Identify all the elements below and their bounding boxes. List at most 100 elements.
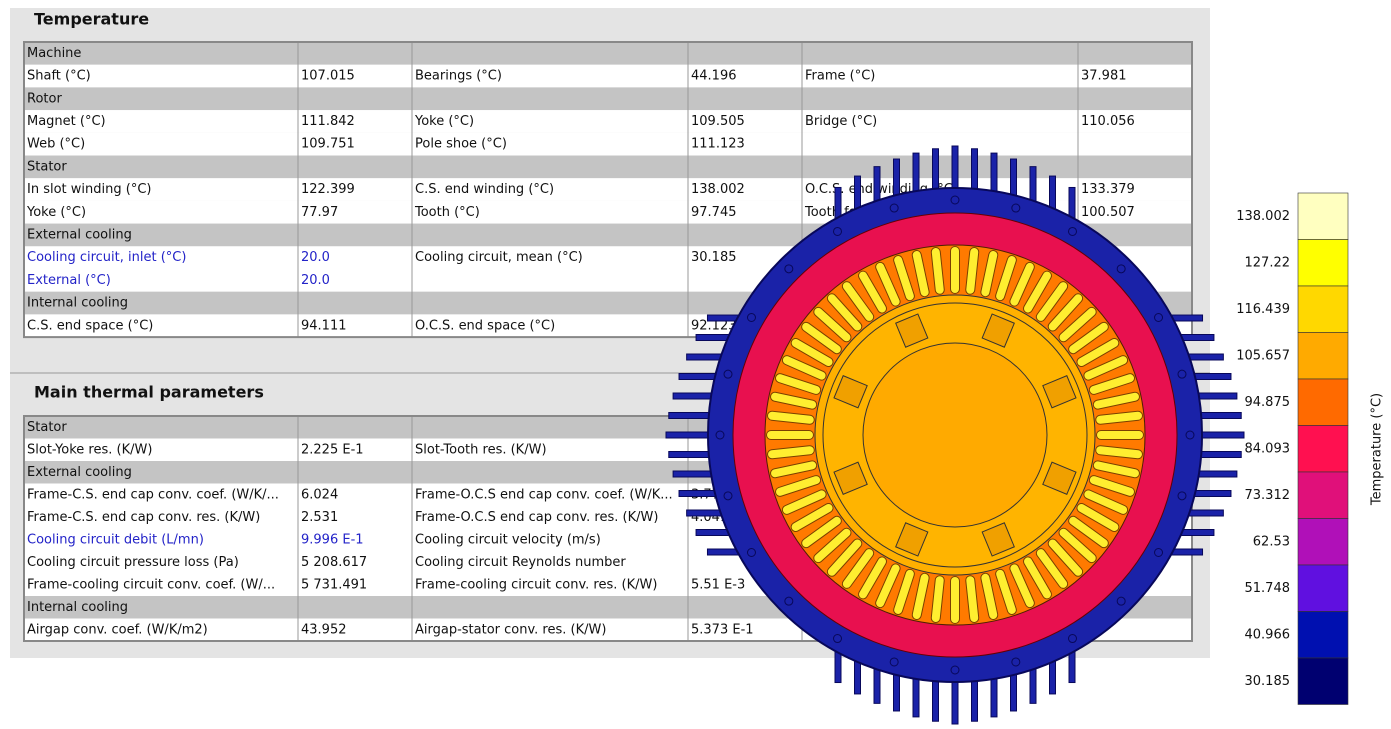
cell-value: 2.225 E-1 (301, 442, 364, 457)
motor-section (665, 145, 1245, 725)
bolt (784, 264, 794, 274)
bolt (1154, 548, 1164, 557)
cell-label: Frame (°C) (805, 69, 875, 84)
bolt (1185, 430, 1195, 440)
slot (771, 392, 817, 409)
slot (996, 569, 1016, 614)
section-label: Internal cooling (27, 296, 128, 311)
cell-value: 109.751 (301, 137, 355, 152)
colorbar-band (1297, 611, 1349, 659)
cell-label: Yoke (°C) (414, 114, 474, 129)
slot (876, 262, 900, 306)
section-row (24, 42, 1192, 65)
slot (842, 549, 874, 588)
shaft (862, 342, 1048, 528)
cell-label: Slot-Tooth res. (K/W) (415, 442, 547, 457)
bolt (833, 634, 842, 644)
slot (1024, 271, 1051, 313)
slot (1077, 504, 1119, 531)
cell-value: 133.379 (1081, 182, 1135, 197)
cell-value: 30.185 (691, 250, 737, 265)
cell-value: 43.952 (301, 622, 347, 637)
cell-label: In slot winding (°C) (27, 182, 151, 197)
cell-value: 6.024 (301, 487, 338, 502)
slot (768, 446, 814, 459)
slot (791, 339, 833, 366)
cell-label: Magnet (°C) (27, 114, 106, 129)
bolt (950, 665, 960, 675)
bolt (1068, 226, 1077, 236)
colorbar-band (1297, 657, 1349, 705)
table-border (23, 41, 1193, 339)
section-label: Stator (27, 159, 67, 174)
bolt (1116, 596, 1126, 606)
cell-label: Yoke (°C) (26, 205, 86, 220)
bolt (1177, 369, 1187, 379)
colorbar-label: 51.748 (1245, 581, 1291, 596)
slot (1059, 307, 1096, 342)
slot (1048, 539, 1083, 576)
slot (1010, 564, 1034, 608)
row (24, 110, 1192, 133)
slot (802, 322, 841, 354)
table-border (23, 415, 1193, 642)
colorbar-band (1297, 425, 1349, 473)
section-title: Main thermal parameters (34, 383, 264, 402)
slot (894, 256, 914, 301)
slot (876, 564, 900, 608)
slot (966, 576, 979, 622)
bolt (1177, 491, 1187, 501)
bolt (889, 203, 899, 213)
slot (894, 569, 914, 614)
magnet (1042, 461, 1077, 495)
slot (931, 576, 944, 622)
cell-value: 109.505 (691, 114, 745, 129)
cell-value: 94.111 (301, 318, 347, 333)
cell-label: Frame-O.C.S end cap conv. res. (K/W) (415, 510, 658, 525)
colorbar-label: 84.093 (1245, 441, 1291, 456)
cell-value: 9.996 E-1 (301, 532, 364, 547)
bolt (784, 596, 794, 606)
cell-label: Slot-Yoke res. (K/W) (27, 442, 152, 457)
cell-label: Cooling circuit, mean (°C) (415, 250, 583, 265)
magnet (895, 522, 929, 557)
slot (1069, 516, 1108, 548)
cell-label: Airgap-stator conv. res. (K/W) (415, 622, 606, 637)
bolt (833, 226, 842, 236)
cell-value: 5.373 E-1 (691, 622, 754, 637)
cell-label: Tooth (°C) (414, 205, 480, 220)
slot (1084, 356, 1128, 380)
magnet (895, 313, 929, 348)
cell-label: Frame-cooling circuit conv. coef. (W/... (27, 577, 275, 592)
colorbar-label: 30.185 (1245, 674, 1291, 689)
cell-label: Cooling circuit pressure loss (Pa) (27, 555, 239, 570)
section-label: Stator (27, 420, 67, 435)
cell-value: 97.745 (691, 205, 737, 220)
bolt (715, 430, 725, 440)
magnet (833, 461, 868, 495)
colorbar-label: 138.002 (1236, 209, 1290, 224)
slot (827, 539, 862, 576)
magnet (981, 522, 1015, 557)
section-label: Rotor (27, 91, 62, 106)
slot (966, 248, 979, 294)
cell-value: 2.531 (301, 510, 338, 525)
bolt (1068, 634, 1077, 644)
colorbar-band (1297, 471, 1349, 519)
cell-value: 5.51 E-3 (691, 577, 745, 592)
colorbar-label: 105.657 (1236, 348, 1290, 363)
slot (1077, 339, 1119, 366)
slot (1096, 411, 1142, 424)
colorbar-band (1297, 239, 1349, 287)
slot (791, 504, 833, 531)
cell-value: 5 208.617 (301, 555, 367, 570)
slot (981, 251, 998, 297)
slot (814, 307, 851, 342)
slot (782, 356, 826, 380)
slot (1010, 262, 1034, 306)
row (24, 132, 1192, 156)
magnet (833, 375, 868, 409)
slot (912, 251, 929, 297)
cell-value: 5 731.491 (301, 577, 367, 592)
